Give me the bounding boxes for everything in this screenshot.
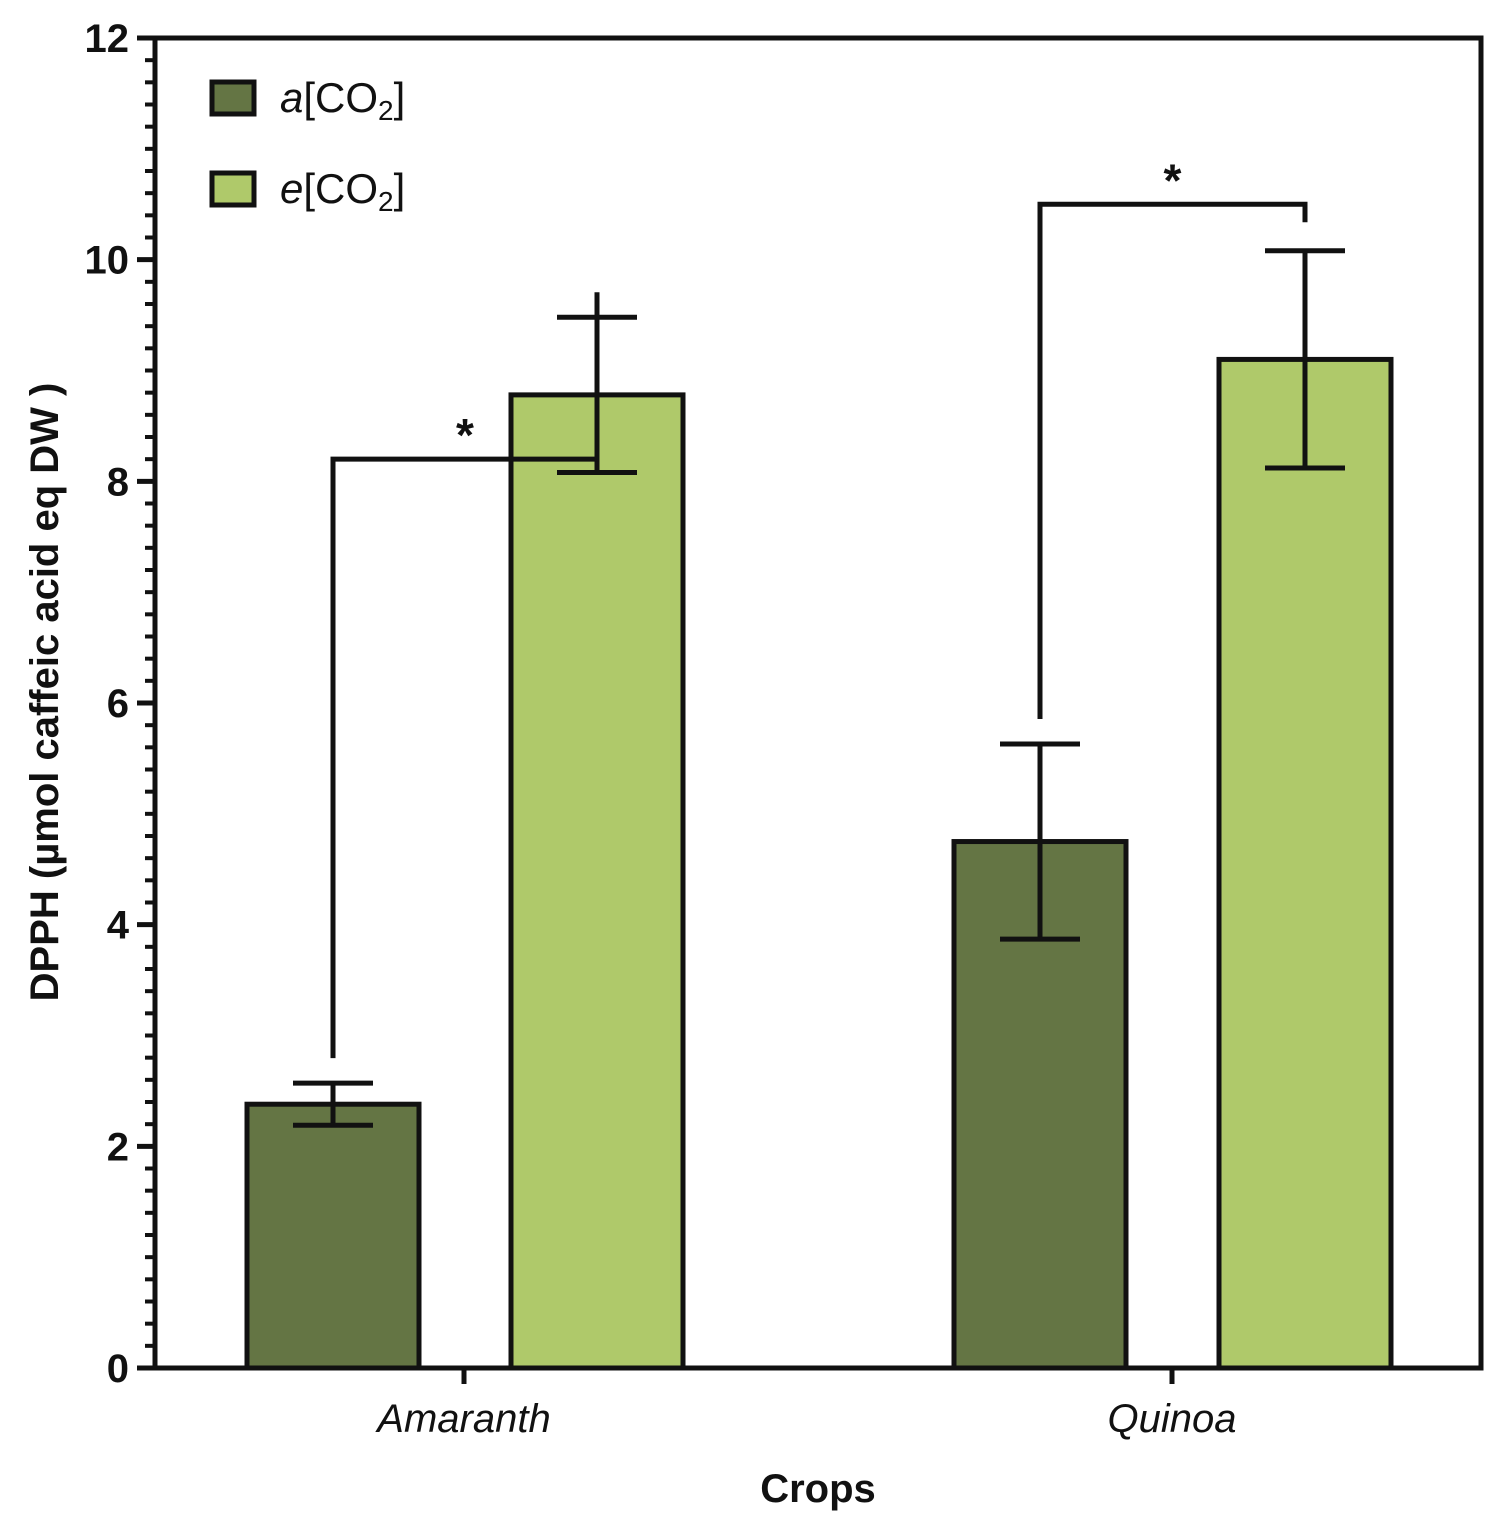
significance-star-quinoa: *	[1164, 154, 1182, 206]
y-tick-label-0: 0	[107, 1347, 129, 1391]
significance-bracket-quinoa	[1037, 201, 1308, 720]
y-axis-ticks: 0 2 4 6 8 10 12	[85, 17, 155, 1391]
significance-brackets: **	[330, 154, 1308, 1059]
y-tick-label-4: 4	[107, 904, 130, 948]
legend-co-e: CO	[315, 165, 378, 212]
legend-sub-a: 2	[378, 95, 394, 126]
legend-label-e-co2: e[CO2]	[280, 165, 405, 217]
legend-prefix-a: a	[280, 74, 303, 121]
x-tick-label-quinoa: Quinoa	[1108, 1397, 1237, 1441]
legend-swatch-a-co2	[209, 79, 257, 117]
significance-star-amaranth: *	[456, 409, 474, 461]
legend-co-a: CO	[315, 74, 378, 121]
legend-prefix-e: e	[280, 165, 303, 212]
y-tick-label-8: 8	[107, 460, 129, 504]
y-tick-label-10: 10	[85, 239, 130, 283]
legend-swatch-e-co2	[209, 170, 257, 208]
legend-bracket-open: [	[303, 165, 315, 212]
legend-label-a-co2: a[CO2]	[280, 74, 405, 126]
legend-bracket-close: ]	[394, 165, 406, 212]
y-tick-label-6: 6	[107, 682, 129, 726]
bars	[244, 248, 1394, 1371]
y-tick-label-12: 12	[85, 17, 130, 61]
x-axis-title: Crops	[760, 1467, 876, 1511]
bar-amaranth-a-co2	[244, 1101, 422, 1371]
legend-bracket-open: [	[303, 74, 315, 121]
bar-quinoa-e-co2	[1216, 356, 1394, 1371]
significance-bracket-amaranth	[330, 292, 600, 1059]
legend-bracket-close: ]	[394, 74, 406, 121]
y-tick-label-2: 2	[107, 1125, 129, 1169]
legend: a[CO2] e[CO2]	[209, 74, 405, 217]
legend-sub-e: 2	[378, 186, 394, 217]
x-tick-label-amaranth: Amaranth	[375, 1397, 550, 1441]
y-axis-title: DPPH (µmol caffeic acid eq DW )	[23, 383, 67, 1002]
bar-amaranth-e-co2	[508, 392, 686, 1371]
